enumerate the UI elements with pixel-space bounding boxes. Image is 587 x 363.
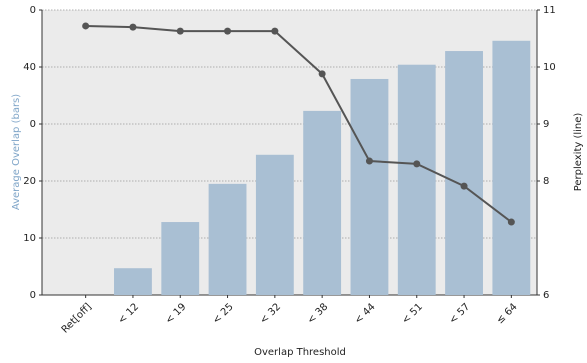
line-point [176, 27, 184, 35]
line [85, 24, 512, 223]
x-tick-label: < 32 [258, 301, 283, 326]
line-point [318, 70, 326, 78]
y2-tick-label: 9 [543, 119, 549, 130]
bar [397, 64, 436, 295]
bar [255, 154, 294, 295]
line-point [82, 22, 90, 30]
line-point [365, 157, 373, 165]
line-point [413, 160, 421, 168]
x-tick-label: < 19 [164, 301, 189, 326]
y-tick-label: 0 [30, 119, 36, 130]
y-tick-label: 10 [23, 233, 36, 244]
bar [445, 51, 483, 295]
line-point [507, 218, 515, 226]
y-tick-label: 0 [30, 5, 36, 16]
y2-tick-label: 6 [543, 290, 549, 301]
bar [350, 78, 389, 295]
bar [492, 40, 531, 295]
x-tick-label: < 12 [116, 301, 141, 326]
x-tick-label: Ret[off] [60, 301, 94, 335]
bar [161, 222, 200, 295]
line-point [460, 182, 468, 190]
x-tick-label: < 44 [353, 301, 378, 326]
line-point [224, 27, 232, 35]
bar [208, 183, 247, 295]
x-axis-label: Overlap Threshold [254, 347, 346, 358]
y-tick-label: 0 [30, 290, 36, 301]
line-point [129, 23, 137, 31]
bar [114, 268, 152, 295]
y2-tick-label: 8 [543, 176, 549, 187]
x-tick-label: ≤ 64 [495, 301, 520, 326]
x-tick-label: < 57 [447, 301, 472, 326]
y2-tick-label: 11 [543, 5, 556, 16]
y2-axis-label: Perplexity (line) [573, 113, 584, 192]
line-point [271, 27, 279, 35]
x-tick-label: < 38 [305, 301, 330, 326]
y2-tick-label: 10 [543, 62, 556, 73]
x-tick-label: < 25 [211, 301, 236, 326]
y-axis-label: Average Overlap (bars) [11, 94, 22, 210]
y-tick-label: 20 [23, 176, 36, 187]
bar [303, 110, 342, 295]
y-tick-label: 40 [23, 62, 36, 73]
x-tick-label: < 51 [400, 301, 425, 326]
